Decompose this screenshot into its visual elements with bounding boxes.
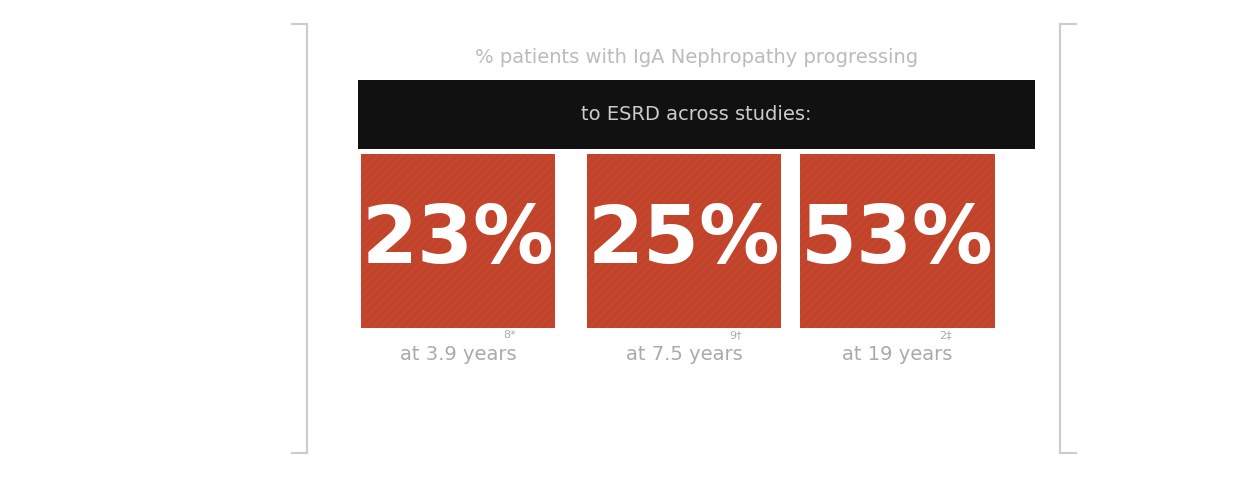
FancyBboxPatch shape: [361, 154, 555, 328]
Text: 25%: 25%: [587, 202, 781, 280]
Text: to ESRD across studies:: to ESRD across studies:: [581, 105, 812, 124]
Text: 9†: 9†: [729, 330, 742, 340]
Text: 53%: 53%: [801, 202, 994, 280]
Text: at 7.5 years: at 7.5 years: [625, 345, 743, 364]
Text: % patients with IgA Nephropathy progressing: % patients with IgA Nephropathy progress…: [474, 48, 919, 67]
FancyBboxPatch shape: [358, 80, 1035, 149]
FancyBboxPatch shape: [801, 154, 994, 328]
Text: at 3.9 years: at 3.9 years: [400, 345, 516, 364]
Text: 23%: 23%: [361, 202, 555, 280]
Text: at 19 years: at 19 years: [842, 345, 953, 364]
Text: 2‡: 2‡: [940, 330, 953, 340]
FancyBboxPatch shape: [587, 154, 781, 328]
Text: 8*: 8*: [503, 330, 516, 340]
